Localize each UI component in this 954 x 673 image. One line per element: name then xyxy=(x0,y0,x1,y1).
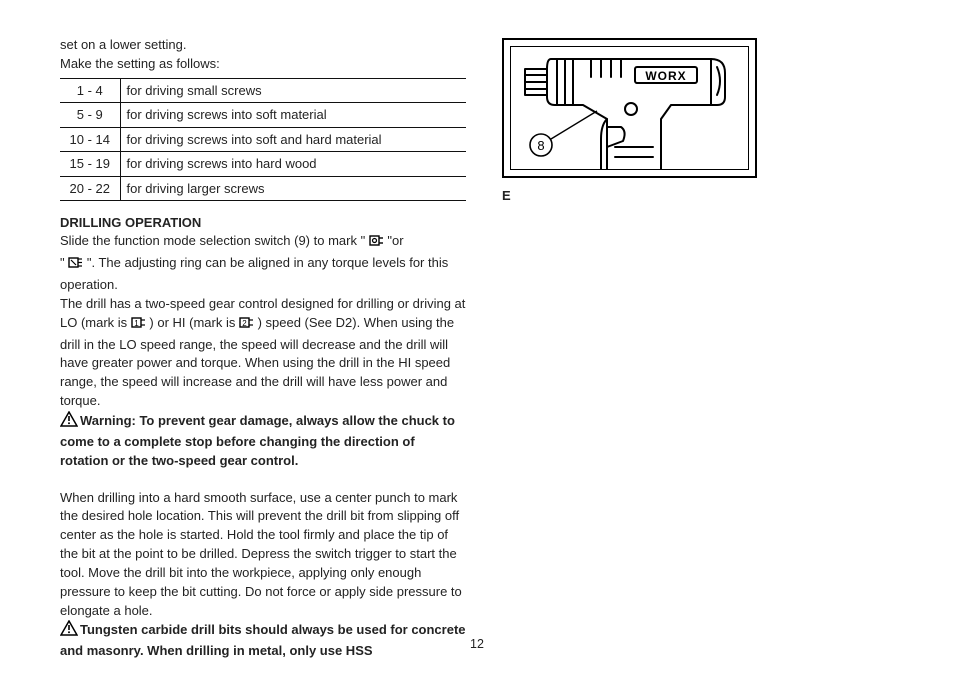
setting-description: for driving screws into hard wood xyxy=(120,152,466,177)
drilling-paragraph-3: When drilling into a hard smooth surface… xyxy=(60,489,466,621)
drilling-paragraph-2: The drill has a two-speed gear control d… xyxy=(60,295,466,411)
figure-label: E xyxy=(502,188,822,203)
text-segment: ) or HI (mark is xyxy=(146,315,239,330)
drilling-operation-heading: DRILLING OPERATION xyxy=(60,215,466,230)
callout-number: 8 xyxy=(537,138,544,153)
svg-text:2: 2 xyxy=(242,319,247,328)
hi-speed-icon: 2 xyxy=(239,315,254,336)
setting-range: 20 - 22 xyxy=(60,176,120,201)
left-column: set on a lower setting. Make the setting… xyxy=(60,36,466,661)
setting-description: for driving larger screws xyxy=(120,176,466,201)
table-row: 15 - 19for driving screws into hard wood xyxy=(60,152,466,177)
warning-text: Warning: To prevent gear damage, always … xyxy=(60,413,455,468)
table-row: 10 - 14for driving screws into soft and … xyxy=(60,127,466,152)
text-segment: Slide the function mode selection switch… xyxy=(60,233,369,248)
drill-mode-icon xyxy=(369,233,384,254)
warning-gear-damage: Warning: To prevent gear damage, always … xyxy=(60,411,466,471)
drilling-paragraph-1: Slide the function mode selection switch… xyxy=(60,232,466,295)
table-row: 1 - 4for driving small screws xyxy=(60,78,466,103)
text-segment: "or xyxy=(384,233,404,248)
setting-range: 10 - 14 xyxy=(60,127,120,152)
setting-description: for driving small screws xyxy=(120,78,466,103)
hammer-mode-icon xyxy=(68,255,83,276)
svg-text:WORX: WORX xyxy=(645,69,686,83)
setting-range: 5 - 9 xyxy=(60,103,120,128)
intro-line-2: Make the setting as follows: xyxy=(60,55,466,74)
text-segment: ". The adjusting ring can be aligned in … xyxy=(60,255,448,292)
lo-speed-icon: 1 xyxy=(131,315,146,336)
right-column: WORX 8 E xyxy=(502,36,822,661)
warning-icon xyxy=(60,411,78,433)
figure-e-frame: WORX 8 xyxy=(502,38,757,178)
svg-text:1: 1 xyxy=(134,319,139,328)
setting-range: 1 - 4 xyxy=(60,78,120,103)
table-row: 20 - 22for driving larger screws xyxy=(60,176,466,201)
torque-settings-table: 1 - 4for driving small screws5 - 9for dr… xyxy=(60,78,466,202)
intro-line-1: set on a lower setting. xyxy=(60,36,466,55)
setting-range: 15 - 19 xyxy=(60,152,120,177)
setting-description: for driving screws into soft and hard ma… xyxy=(120,127,466,152)
setting-description: for driving screws into soft material xyxy=(120,103,466,128)
figure-e-illustration: WORX 8 xyxy=(510,46,749,170)
page-number: 12 xyxy=(0,637,954,651)
table-row: 5 - 9for driving screws into soft materi… xyxy=(60,103,466,128)
text-segment: " xyxy=(60,255,68,270)
